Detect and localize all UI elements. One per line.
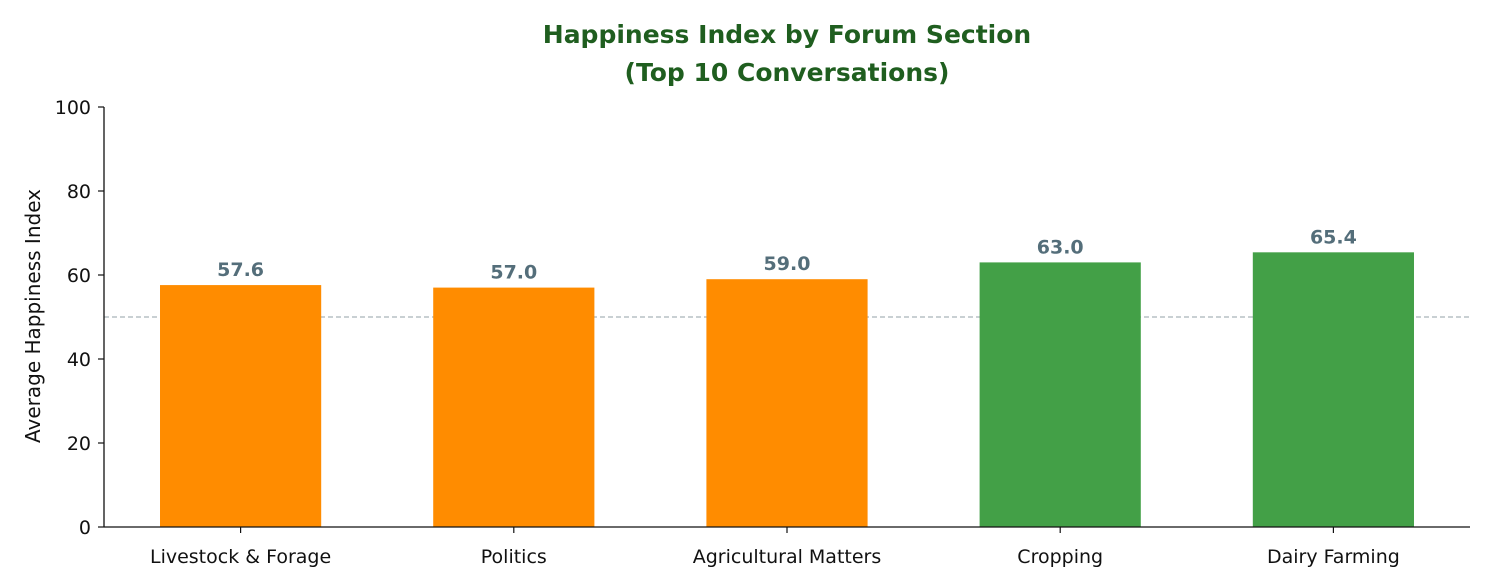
x-tick-label-2: Agricultural Matters [693,546,882,568]
y-tick-label-2: 40 [67,349,91,371]
x-tick-label-1: Politics [481,546,547,568]
value-labels-layer: 57.6 57.0 59.0 63.0 65.4 [217,226,1357,283]
x-ticks-layer: Livestock & Forage Politics Agricultural M… [150,527,1400,568]
y-axis-label: Average Happiness Index [21,189,45,443]
value-label-3: 63.0 [1037,236,1084,258]
y-tick-label-5: 100 [55,97,91,119]
chart-title: Happiness Index by Forum Section [543,20,1031,49]
bar-0 [160,285,322,527]
y-ticks-layer: 0 20 40 60 80 100 [55,97,104,539]
y-tick-label-0: 0 [79,517,91,539]
chart-subtitle: (Top 10 Conversations) [625,58,950,87]
bars-layer [160,252,1414,527]
y-tick-label-1: 20 [67,433,91,455]
value-label-4: 65.4 [1310,226,1357,248]
bar-3 [979,262,1141,527]
bar-1 [433,287,595,527]
y-tick-label-4: 80 [67,181,91,203]
bar-2 [706,279,868,527]
bar-4 [1252,252,1414,527]
x-tick-label-0: Livestock & Forage [150,546,331,568]
value-label-2: 59.0 [764,253,811,275]
x-tick-label-4: Dairy Farming [1267,546,1400,568]
value-label-0: 57.6 [217,259,264,281]
y-tick-label-3: 60 [67,265,91,287]
value-label-1: 57.0 [490,262,537,284]
x-tick-label-3: Cropping [1017,546,1103,568]
